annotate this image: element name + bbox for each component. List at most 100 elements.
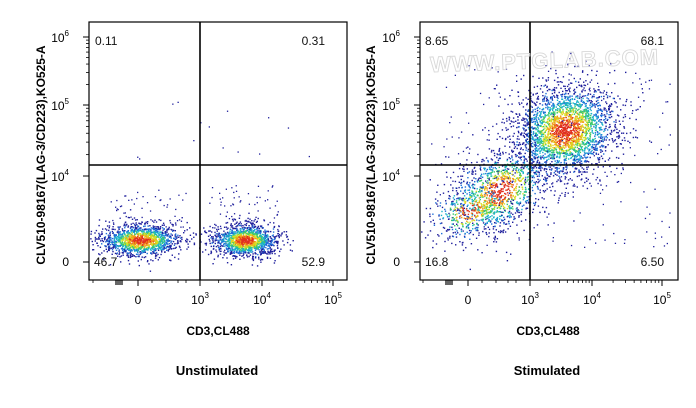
event-dot [141, 235, 143, 237]
event-dot [278, 236, 280, 239]
event-dot [268, 245, 270, 247]
event-dot [537, 139, 540, 141]
event-dot [136, 229, 139, 231]
event-dot [163, 246, 165, 248]
event-dot [537, 95, 539, 98]
event-dot [251, 230, 253, 233]
event-dot [130, 254, 132, 256]
event-dot [539, 142, 541, 144]
event-dot [151, 253, 153, 255]
event-dot [507, 168, 510, 170]
event-dot [137, 230, 139, 233]
event-dot [589, 148, 591, 151]
event-dot [103, 257, 105, 259]
event-dot [597, 141, 599, 143]
event-dot [265, 241, 268, 243]
event-dot [508, 119, 510, 121]
event-dot [559, 143, 562, 146]
event-dot [630, 104, 632, 107]
event-dot [566, 130, 568, 133]
event-dot [567, 154, 569, 156]
event-dot [522, 117, 524, 119]
event-dot [587, 124, 590, 126]
event-dot [263, 250, 265, 252]
event-dot [111, 249, 114, 251]
event-dot [609, 165, 611, 168]
event-dot [125, 195, 127, 197]
event-dot [614, 139, 617, 141]
event-dot [137, 244, 140, 246]
event-dot [547, 99, 550, 102]
event-dot [534, 108, 536, 110]
event-dot [264, 232, 267, 234]
event-dot [562, 132, 565, 134]
event-dot [518, 122, 520, 124]
event-dot [244, 245, 246, 247]
event-dot [234, 223, 236, 225]
event-dot [572, 196, 574, 198]
event-dot [252, 255, 254, 258]
event-dot [127, 256, 130, 258]
event-dot [540, 133, 542, 135]
event-dot [147, 235, 150, 237]
event-dot [166, 249, 168, 251]
event-dot [509, 161, 512, 163]
event-dot [546, 106, 549, 108]
event-dot [542, 133, 545, 136]
event-dot [594, 146, 596, 149]
event-dot [141, 249, 143, 252]
event-dot [576, 86, 578, 89]
event-dot [553, 117, 556, 119]
event-dot [101, 243, 103, 245]
event-dot [134, 242, 137, 245]
event-dot [608, 114, 610, 116]
event-dot [98, 219, 101, 221]
event-dot [567, 136, 569, 139]
event-dot [585, 125, 587, 127]
event-dot [573, 132, 575, 134]
event-dot [247, 252, 249, 254]
event-dot [552, 135, 554, 137]
event-dot [250, 238, 252, 240]
event-dot [131, 234, 133, 236]
event-dot [589, 106, 591, 109]
event-dot [114, 228, 116, 231]
event-dot [574, 119, 576, 121]
event-dot [554, 90, 556, 92]
event-dot [560, 136, 562, 139]
event-dot [559, 155, 561, 157]
event-dot [600, 135, 602, 138]
event-dot [599, 146, 601, 148]
event-dot [559, 109, 561, 112]
event-dot [182, 199, 184, 201]
event-dot [637, 108, 639, 111]
event-dot [555, 72, 557, 75]
event-dot [554, 122, 556, 124]
event-dot [569, 98, 572, 101]
event-dot [524, 152, 526, 155]
event-dot [586, 107, 589, 109]
event-dot [239, 240, 242, 242]
event-dot [164, 237, 166, 239]
event-dot [536, 107, 538, 110]
event-dot [169, 235, 172, 238]
event-dot [149, 230, 152, 233]
event-dot [599, 91, 601, 93]
event-dot [255, 246, 258, 248]
event-dot [596, 176, 599, 179]
event-dot [189, 240, 191, 243]
event-dot [600, 151, 602, 153]
event-dot [135, 237, 137, 239]
event-dot [261, 238, 263, 240]
event-dot [238, 196, 240, 198]
event-dot [107, 242, 109, 245]
event-dot [256, 227, 258, 230]
event-dot [572, 185, 574, 187]
event-dot [212, 248, 215, 250]
event-dot [212, 240, 214, 242]
event-dot [226, 211, 228, 213]
event-dot [161, 235, 163, 237]
event-dot [617, 135, 620, 137]
event-dot [264, 240, 266, 242]
event-dot [597, 115, 599, 117]
